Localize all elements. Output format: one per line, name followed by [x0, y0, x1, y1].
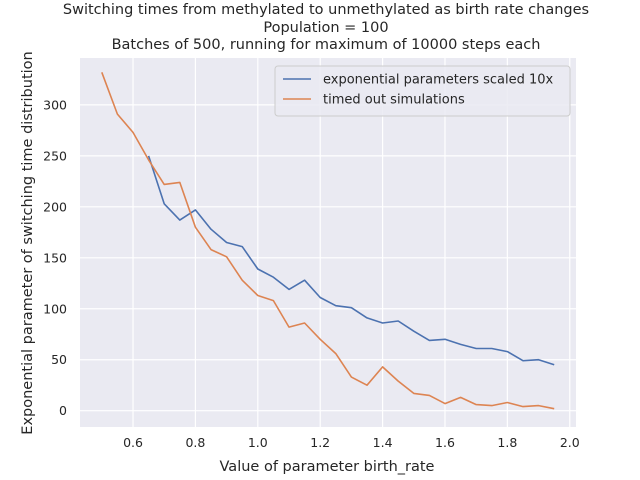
- x-tick-label: 1.6: [435, 435, 455, 450]
- y-tick-label: 150: [43, 250, 67, 265]
- legend-label: exponential parameters scaled 10x: [323, 73, 554, 88]
- x-tick-label: 1.8: [497, 435, 517, 450]
- y-tick-labels: 0 50 100 150 200 250 300: [43, 97, 67, 418]
- series-line-1: [147, 155, 555, 366]
- legend-box: [274, 65, 571, 117]
- x-tick-label: 0.6: [123, 435, 143, 450]
- x-tick-labels: 0.6 0.8 1.0 1.2 1.4 1.6 1.8 2.0: [123, 435, 580, 450]
- plot-area: [80, 58, 576, 427]
- x-axis-label: Value of parameter birth_rate: [220, 459, 435, 475]
- series-line-2: [101, 72, 555, 410]
- y-tick-label: 250: [43, 148, 67, 163]
- y-tick-label: 0: [59, 403, 67, 418]
- legend: exponential parameters scaled 10x timed o…: [274, 65, 571, 117]
- x-tick-label: 0.8: [185, 435, 205, 450]
- y-tick-label: 300: [43, 97, 67, 112]
- title-line-3: Batches of 500, running for maximum of 1…: [112, 37, 541, 53]
- x-tick-label: 1.0: [248, 435, 268, 450]
- x-tick-label: 1.4: [373, 435, 393, 450]
- series-lines: [101, 72, 555, 410]
- x-tick-label: 2.0: [560, 435, 580, 450]
- title-line-2: Population = 100: [263, 20, 388, 36]
- y-tick-label: 200: [43, 199, 67, 214]
- y-tick-label: 50: [51, 352, 67, 367]
- legend-label: timed out simulations: [323, 93, 465, 108]
- x-tick-label: 1.2: [310, 435, 330, 450]
- y-axis-label: Exponential parameter of switching time …: [20, 51, 36, 434]
- chart-title: Switching times from methylated to unmet…: [63, 2, 589, 53]
- title-line-1: Switching times from methylated to unmet…: [63, 2, 589, 18]
- y-tick-label: 100: [43, 301, 67, 316]
